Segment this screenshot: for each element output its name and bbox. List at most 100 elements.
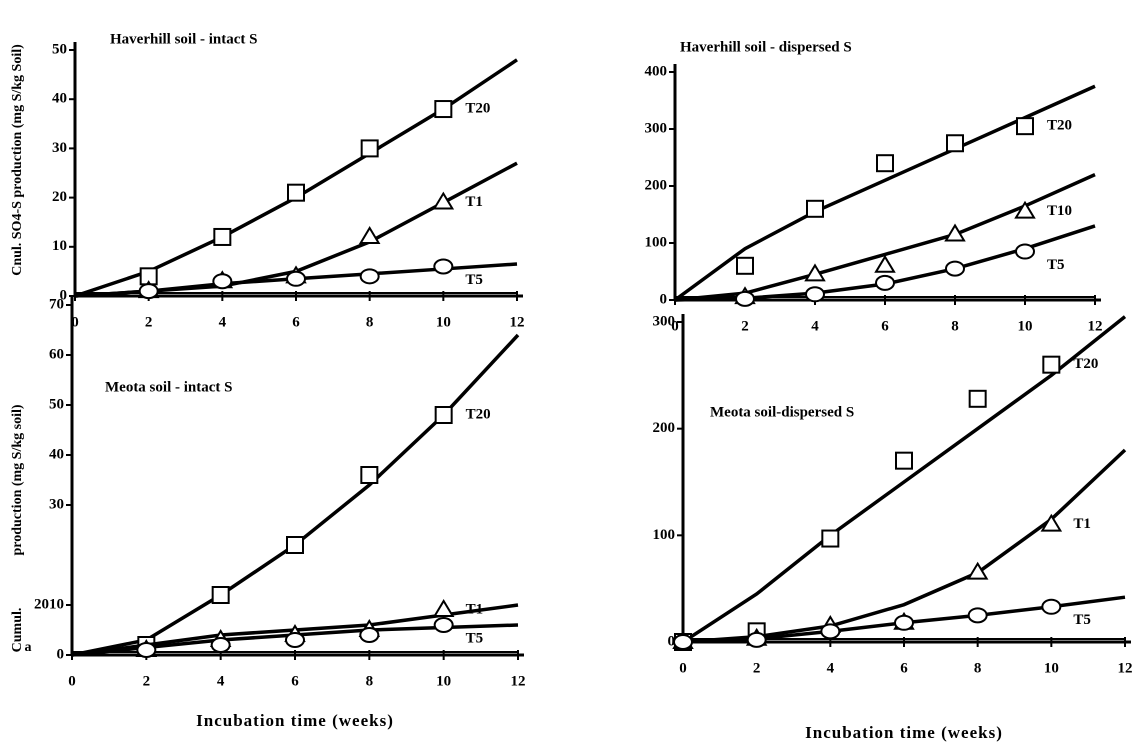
panel-title: Meota soil-dispersed S xyxy=(710,404,854,420)
point xyxy=(944,223,966,242)
y-tick-label: 0 xyxy=(60,287,68,303)
x-tick-label: 6 xyxy=(900,660,908,676)
point xyxy=(821,529,840,548)
point xyxy=(433,617,454,633)
x-tick-label: 6 xyxy=(881,318,889,334)
point xyxy=(874,254,896,273)
y-tick-label: 40 xyxy=(49,446,64,462)
x-tick-label: 12 xyxy=(1118,660,1133,676)
series-label: T5 xyxy=(1047,257,1065,273)
point xyxy=(1040,513,1063,532)
point xyxy=(967,607,988,624)
point xyxy=(1042,355,1061,374)
y-axis-label: a xyxy=(25,640,32,655)
series-label: T1 xyxy=(466,601,484,617)
y-tick-label: 60 xyxy=(49,346,64,362)
series-label: T5 xyxy=(1073,612,1091,628)
point xyxy=(1041,598,1062,615)
point xyxy=(286,270,306,287)
y-tick-label: 40 xyxy=(52,91,67,107)
x-tick-label: 10 xyxy=(1018,318,1033,334)
x-tick-label: 12 xyxy=(511,673,526,689)
x-tick-label: 6 xyxy=(291,673,299,689)
series-label: T5 xyxy=(466,630,484,646)
point xyxy=(285,632,305,648)
point xyxy=(1016,117,1034,136)
series-label: T20 xyxy=(466,406,491,422)
x-tick-label: 12 xyxy=(1088,318,1103,334)
point xyxy=(210,637,231,653)
point xyxy=(433,258,454,275)
y-tick-label: 0 xyxy=(668,633,676,649)
series-label: T1 xyxy=(1073,516,1091,532)
point xyxy=(735,290,755,307)
y-tick-label: 50 xyxy=(49,396,64,412)
series-label: T5 xyxy=(465,272,483,288)
point xyxy=(287,183,305,202)
y-tick-label: 100 xyxy=(653,527,676,543)
x-tick-label: 2 xyxy=(143,673,151,689)
y-tick-label: 0 xyxy=(57,646,65,662)
point xyxy=(211,586,230,604)
x-tick-label: 0 xyxy=(71,314,79,330)
x-tick-label: 10 xyxy=(1044,660,1059,676)
panel-title: Meota soil - intact S xyxy=(105,379,232,395)
x-tick-label: 4 xyxy=(219,314,227,330)
y-tick-label: 30 xyxy=(52,140,67,156)
point xyxy=(432,191,455,210)
point xyxy=(432,599,455,617)
series-label: T20 xyxy=(1073,356,1098,372)
y-tick-label: 400 xyxy=(645,63,668,79)
x-tick-label: 2 xyxy=(741,318,749,334)
y-axis-label: Cnul. SO4-S production (mg S/kg Soil) xyxy=(10,44,25,276)
y-tick-label: 0 xyxy=(660,291,668,307)
y-tick-label: 30 xyxy=(49,496,64,512)
point xyxy=(806,199,824,218)
series-label: T20 xyxy=(465,100,490,116)
x-tick-label: 4 xyxy=(827,660,835,676)
x-tick-label: 2 xyxy=(753,660,761,676)
x-tick-label: 4 xyxy=(217,673,225,689)
y-tick-label: 300 xyxy=(645,120,668,136)
fit-line xyxy=(682,315,1127,644)
panel-title: Haverhill soil - intact S xyxy=(110,31,258,47)
point xyxy=(359,268,380,285)
point xyxy=(945,260,965,277)
point xyxy=(805,286,825,303)
point xyxy=(434,100,453,119)
y-tick-label: 2010 xyxy=(34,596,64,612)
point xyxy=(820,623,841,640)
x-tick-label: 0 xyxy=(671,318,679,334)
point xyxy=(894,614,914,631)
x-tick-label: 10 xyxy=(436,673,451,689)
panel-title: Haverhill soil - dispersed S xyxy=(680,39,852,55)
y-tick-label: 50 xyxy=(52,41,67,57)
x-tick-label: 8 xyxy=(974,660,982,676)
series-label: T10 xyxy=(1047,203,1072,219)
point xyxy=(876,154,894,173)
x-axis-label: Incubation time (weeks) xyxy=(196,711,394,730)
point xyxy=(1015,243,1035,260)
x-tick-label: 8 xyxy=(366,314,374,330)
point xyxy=(434,406,453,424)
series-label: T1 xyxy=(465,194,483,210)
x-tick-label: 8 xyxy=(366,673,374,689)
x-tick-label: 12 xyxy=(510,314,525,330)
point xyxy=(360,466,379,484)
point xyxy=(736,256,754,275)
point xyxy=(360,139,379,158)
y-tick-label: 200 xyxy=(653,420,676,436)
y-tick-label: 20 xyxy=(52,189,67,205)
point xyxy=(212,273,233,290)
point xyxy=(1014,200,1036,219)
point xyxy=(286,536,304,554)
x-tick-label: 6 xyxy=(292,314,300,330)
x-axis-label: Incubation time (weeks) xyxy=(805,723,1003,742)
point xyxy=(875,274,895,291)
point xyxy=(966,561,989,580)
point xyxy=(895,451,913,470)
y-tick-label: 100 xyxy=(645,234,668,250)
point xyxy=(213,227,232,246)
x-tick-label: 4 xyxy=(811,318,819,334)
